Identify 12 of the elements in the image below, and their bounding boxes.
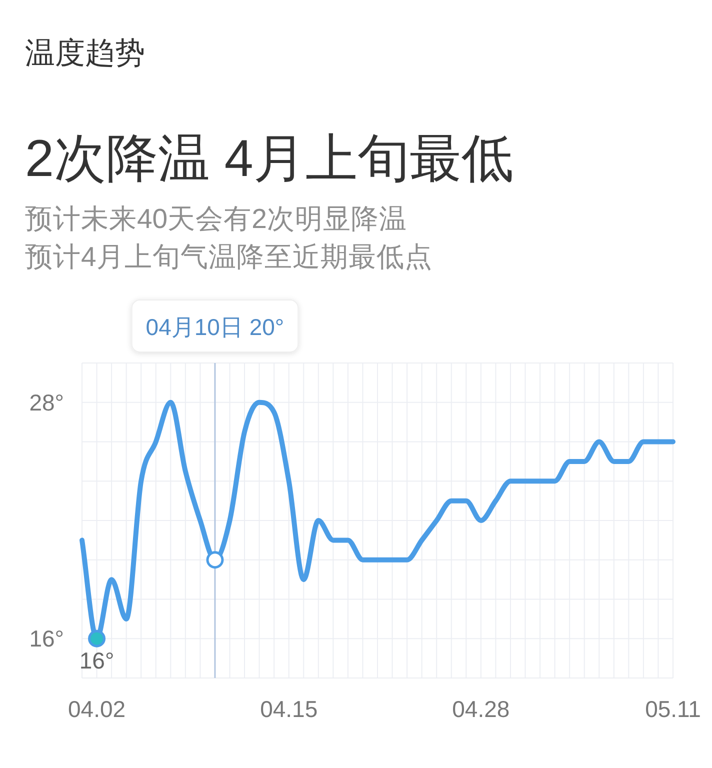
- ref-line-label: 04月10日 20°: [146, 314, 284, 340]
- annotation: 预计未来40天会有2次明显降温: [25, 203, 407, 234]
- x-tick-label: 04.28: [452, 696, 510, 722]
- subtitle: 2次降温 4月上旬最低: [25, 130, 514, 188]
- annotation: 预计4月上旬气温降至近期最低点: [25, 241, 432, 272]
- y-tick-label: 28°: [29, 389, 64, 416]
- title: 温度趋势: [25, 37, 145, 70]
- y-tick-label: 16°: [29, 626, 64, 652]
- point-label: 16°: [79, 648, 114, 674]
- x-tick-label: 04.02: [68, 696, 126, 722]
- x-tick-label: 05.11: [645, 696, 701, 722]
- x-tick-label: 04.15: [260, 696, 318, 722]
